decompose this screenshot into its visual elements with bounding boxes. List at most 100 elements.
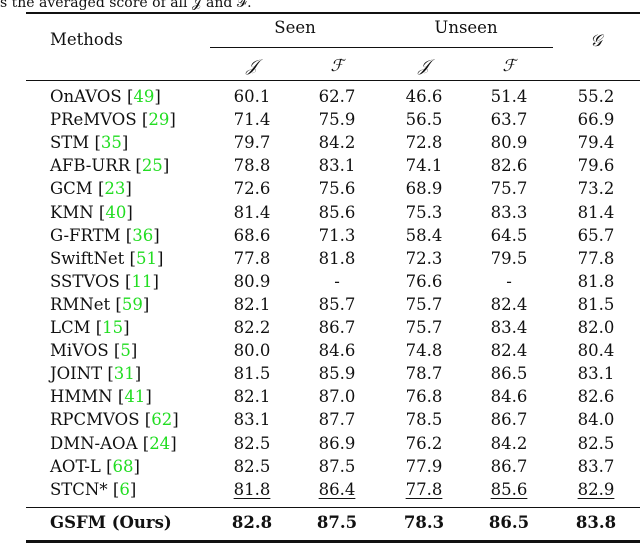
table-cell: 86.5 xyxy=(490,364,528,384)
table-cell: 68.6 xyxy=(233,225,271,245)
ours-cell: 86.5 xyxy=(488,513,530,532)
header-seen-j: 𝒥 xyxy=(246,56,258,75)
method-label: DMN-AOA xyxy=(50,433,138,453)
table-cell: 80.4 xyxy=(577,341,615,361)
table-cell: 64.5 xyxy=(490,225,528,245)
table-cell: 58.4 xyxy=(405,225,443,245)
citation-link[interactable]: 25 xyxy=(141,156,163,176)
method-label: LCM xyxy=(50,318,91,337)
table-cell: 83.3 xyxy=(490,202,528,222)
table-cell: 51.4 xyxy=(490,87,528,106)
method-label: PReMVOS xyxy=(50,110,137,130)
citation-link[interactable]: 51 xyxy=(135,248,157,268)
citation-link[interactable]: 23 xyxy=(104,179,126,199)
citation-link[interactable]: 35 xyxy=(100,133,122,153)
table-cell: 82.5 xyxy=(233,456,271,476)
table-cell: 82.6 xyxy=(490,156,528,176)
cmidrule xyxy=(210,47,553,48)
method-label: RPCMVOS xyxy=(50,410,140,430)
method-name: SwiftNet [51] xyxy=(50,248,164,268)
citation-link[interactable]: 15 xyxy=(102,318,124,337)
table-cell: 81.4 xyxy=(233,202,271,222)
method-name: MiVOS [5] xyxy=(50,341,138,361)
table-cell: 87.7 xyxy=(318,410,356,430)
method-label: SSTVOS xyxy=(50,271,120,291)
table-cell: 55.2 xyxy=(577,87,615,106)
table-cell: 81.8 xyxy=(577,271,615,291)
method-name: AOT-L [68] xyxy=(50,456,140,476)
ours-cell: 83.8 xyxy=(575,513,617,532)
table-cell: 85.7 xyxy=(318,294,356,314)
method-name: PReMVOS [29] xyxy=(50,110,176,130)
citation-link[interactable]: 49 xyxy=(133,87,155,106)
header-unseen: Unseen xyxy=(434,18,498,37)
table-cell: 56.5 xyxy=(405,110,443,130)
method-label: G-FRTM xyxy=(50,225,121,245)
table-cell: 66.9 xyxy=(577,110,615,130)
ours-cell: 82.8 xyxy=(231,513,273,532)
table-cell: 78.7 xyxy=(405,364,443,384)
citation-link[interactable]: 29 xyxy=(148,110,170,130)
table-cell: 85.9 xyxy=(318,364,356,384)
citation-link[interactable]: 62 xyxy=(151,410,173,430)
method-label: GCM xyxy=(50,179,93,199)
table-cell: 81.8 xyxy=(318,248,356,268)
citation-link[interactable]: 11 xyxy=(131,271,153,291)
method-name: HMMN [41] xyxy=(50,387,152,407)
table-cell: 79.4 xyxy=(577,133,615,153)
citation-link[interactable]: 5 xyxy=(120,341,131,361)
table-cell: 83.1 xyxy=(318,156,356,176)
table-cell: 82.4 xyxy=(490,294,528,314)
top-rule xyxy=(26,12,640,14)
table-cell: 83.7 xyxy=(577,456,615,476)
citation-link[interactable]: 36 xyxy=(132,225,154,245)
ours-cell: 87.5 xyxy=(316,513,358,532)
table-cell: 74.1 xyxy=(405,156,443,176)
method-label: SwiftNet xyxy=(50,248,125,268)
header-unseen-f: ℱ xyxy=(502,56,516,75)
table-cell: 84.2 xyxy=(318,133,356,153)
table-cell: - xyxy=(334,271,340,291)
method-label: JOINT xyxy=(50,364,103,384)
ours-cell: 78.3 xyxy=(403,513,445,532)
table-cell: 82.9 xyxy=(577,479,615,499)
table-cell: 86.7 xyxy=(490,456,528,476)
citation-link[interactable]: 40 xyxy=(105,202,127,222)
table-cell: 62.7 xyxy=(318,87,356,106)
table-cell: 81.5 xyxy=(577,294,615,314)
table-cell: 84.0 xyxy=(577,410,615,430)
bottom-rule xyxy=(26,540,640,543)
table-cell: - xyxy=(506,271,512,291)
method-label: RMNet xyxy=(50,294,111,314)
method-name: LCM [15] xyxy=(50,318,130,337)
ours-rule xyxy=(26,507,640,508)
table-cell: 81.4 xyxy=(577,202,615,222)
table-cell: 81.8 xyxy=(233,479,271,499)
citation-link[interactable]: 31 xyxy=(113,364,135,384)
method-name: KMN [40] xyxy=(50,202,133,222)
method-label: OnAVOS xyxy=(50,87,122,106)
table-cell: 75.3 xyxy=(405,202,443,222)
table-cell: 80.9 xyxy=(233,271,271,291)
table-cell: 72.6 xyxy=(233,179,271,199)
header-seen: Seen xyxy=(274,18,316,37)
method-name: STCN* [6] xyxy=(50,479,137,499)
table-cell: 81.5 xyxy=(233,364,271,384)
table-cell: 76.2 xyxy=(405,433,443,453)
method-name: JOINT [31] xyxy=(50,364,142,384)
ours-method: GSFM (Ours) xyxy=(50,513,172,532)
citation-link[interactable]: 24 xyxy=(149,433,171,453)
citation-link[interactable]: 41 xyxy=(124,387,146,407)
table-cell: 60.1 xyxy=(233,87,271,106)
citation-link[interactable]: 68 xyxy=(112,456,134,476)
table-cell: 82.4 xyxy=(490,341,528,361)
table-cell: 75.7 xyxy=(405,294,443,314)
method-name: GCM [23] xyxy=(50,179,132,199)
table-cell: 82.2 xyxy=(233,318,271,337)
table-cell: 84.6 xyxy=(490,387,528,407)
table-cell: 72.8 xyxy=(405,133,443,153)
table-cell: 65.7 xyxy=(577,225,615,245)
table-cell: 86.7 xyxy=(318,318,356,337)
citation-link[interactable]: 59 xyxy=(121,294,143,314)
citation-link[interactable]: 6 xyxy=(119,479,130,499)
